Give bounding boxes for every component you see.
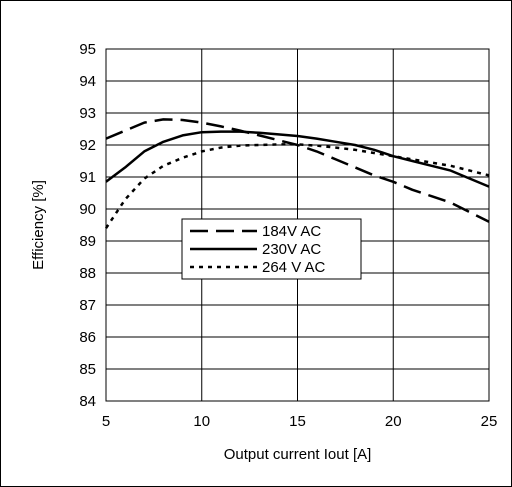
y-tick-label: 87 xyxy=(79,297,96,314)
grid-lines xyxy=(105,48,490,402)
legend-label: 264 V AC xyxy=(262,259,326,276)
y-axis-title: Efficiency [%] xyxy=(30,180,47,270)
x-axis-tick-labels: 5 10 15 20 25 xyxy=(102,413,498,430)
y-tick-label: 90 xyxy=(79,201,96,218)
y-tick-label: 92 xyxy=(79,137,96,154)
series-line-2 xyxy=(105,130,490,188)
legend-label: 184V AC xyxy=(262,223,321,240)
legend-label: 230V AC xyxy=(262,241,321,258)
y-tick-label: 84 xyxy=(79,393,96,410)
x-tick-label: 25 xyxy=(481,413,498,430)
x-axis-title: Output current Iout [A] xyxy=(224,446,372,463)
y-tick-label: 91 xyxy=(79,169,96,186)
series-line-3 xyxy=(104,143,490,229)
y-tick-label: 88 xyxy=(79,265,96,282)
series-lines xyxy=(104,118,490,229)
series-line-1 xyxy=(105,118,490,223)
y-tick-label: 86 xyxy=(79,329,96,346)
x-tick-label: 20 xyxy=(385,413,402,430)
x-tick-label: 5 xyxy=(102,413,110,430)
y-axis-tick-labels: 84 85 86 87 88 89 90 91 92 93 94 95 xyxy=(79,41,96,410)
y-tick-label: 89 xyxy=(79,233,96,250)
x-tick-label: 10 xyxy=(193,413,210,430)
y-tick-label: 95 xyxy=(79,41,96,58)
x-tick-label: 15 xyxy=(289,413,306,430)
y-tick-label: 93 xyxy=(79,105,96,122)
y-tick-label: 85 xyxy=(79,361,96,378)
y-tick-label: 94 xyxy=(79,73,96,90)
